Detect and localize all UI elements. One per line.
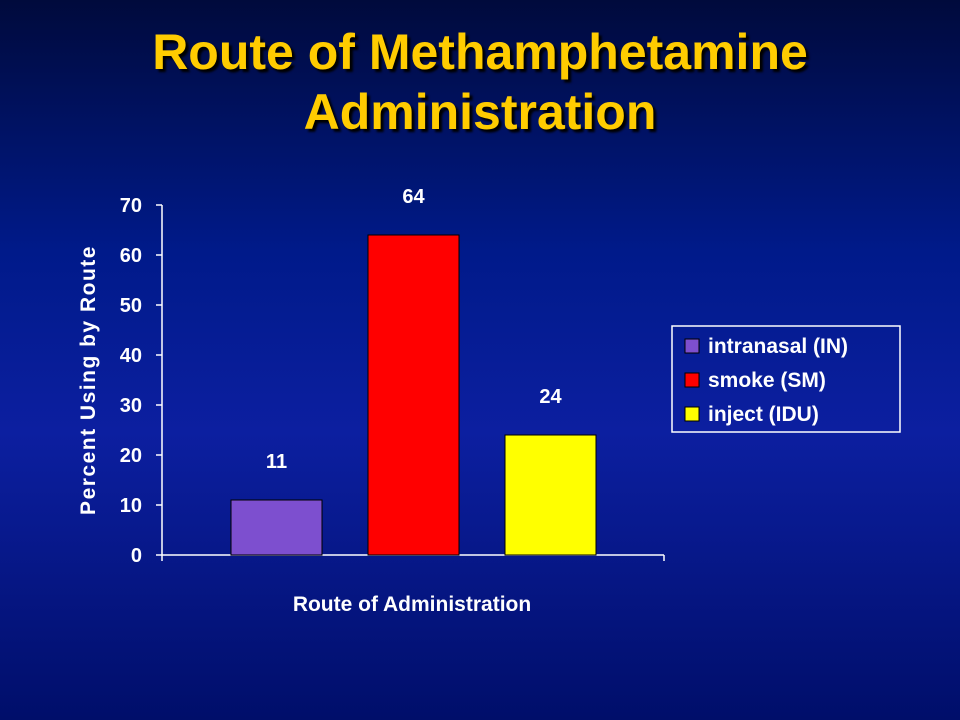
data-label-1: 11: [266, 451, 287, 473]
bar-3: [504, 434, 597, 556]
data-label-3: 24: [539, 386, 562, 408]
legend-swatch-2: [684, 372, 700, 388]
legend-swatch-1: [684, 338, 700, 354]
y-tick-label: 10: [120, 495, 142, 517]
bars: [230, 234, 597, 556]
legend-label-2: smoke (SM): [708, 369, 826, 392]
legend-swatch-3: [684, 406, 700, 422]
y-axis-title: Percent Using by Route: [77, 245, 100, 515]
bar-1: [230, 499, 323, 556]
legend: intranasal (IN) smoke (SM) inject (IDU): [671, 325, 901, 433]
y-tick-label: 0: [131, 545, 142, 567]
legend-label-1: intranasal (IN): [708, 335, 848, 358]
y-tick-label: 70: [120, 195, 142, 217]
bar-2: [367, 234, 460, 556]
x-axis-title: Route of Administration: [293, 593, 531, 616]
y-tick-label: 20: [120, 445, 142, 467]
slide-title-line-1: Route of Methamphetamine: [152, 24, 808, 80]
y-axis: 0 10 20 30 40 50 60 70: [120, 195, 163, 567]
y-tick-label: 60: [120, 245, 142, 267]
x-axis: [161, 554, 665, 561]
data-label-2: 64: [402, 186, 425, 208]
y-tick-label: 30: [120, 395, 142, 417]
y-tick-label: 40: [120, 345, 142, 367]
legend-frame: [671, 325, 901, 433]
legend-label-3: inject (IDU): [708, 403, 819, 426]
slide-title: Route of Methamphetamine Administration: [0, 22, 960, 142]
data-labels: 11 64 24: [266, 186, 563, 473]
slide-title-line-2: Administration: [303, 84, 657, 140]
y-tick-label: 50: [120, 295, 142, 317]
